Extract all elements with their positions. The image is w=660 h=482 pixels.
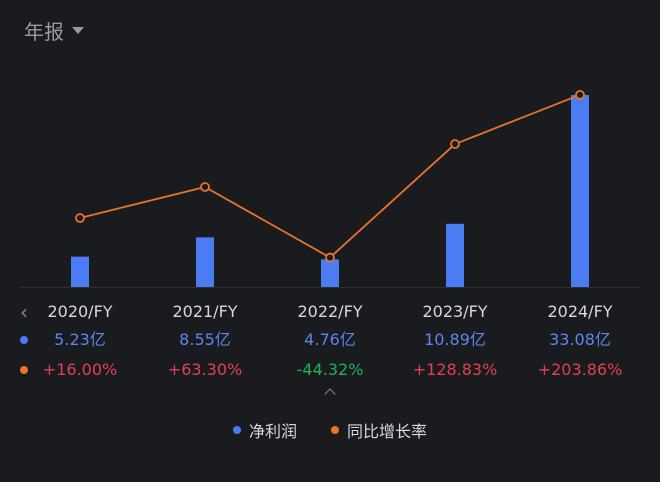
net-profit-bar [321,259,339,287]
net-profit-bar [71,256,89,287]
legend-dot-net-profit [232,426,241,434]
yoy-growth-row: +16.00% +63.30% -44.32% +128.83% +203.86… [0,356,660,384]
yoy-growth-point [575,89,585,100]
yoy-growth-point [450,139,460,149]
net-profit-value: 10.89亿 [424,330,486,349]
net-profit-row-dot [20,336,28,344]
net-profit-row: 5.23亿 8.55亿 4.76亿 10.89亿 33.08亿 [0,326,660,354]
net-profit-value: 4.76亿 [304,330,356,349]
yoy-growth-line [79,94,581,259]
yoy-row-dot [20,366,28,374]
period-selector[interactable]: 年报 [24,16,84,45]
net-profit-value: 8.55亿 [179,330,231,349]
yoy-growth-value: +203.86% [537,360,623,379]
caret-down-icon [72,27,84,34]
chevron-left-icon[interactable]: ‹ [20,300,28,324]
year-label: 2022/FY [297,302,363,321]
period-label: 年报 [24,20,64,44]
profit-chart [20,89,640,288]
yoy-growth-value: +128.83% [412,360,498,379]
yoy-growth-point [200,182,210,192]
net-profit-bar [196,237,214,287]
year-label: 2021/FY [172,302,238,321]
yoy-growth-point [75,213,85,223]
legend-label-net-profit: 净利润 [248,422,297,441]
year-label: 2023/FY [422,302,488,321]
yoy-growth-point [325,252,335,263]
net-profit-bar [571,95,589,287]
yoy-growth-value: +16.00% [42,360,118,379]
net-profit-value: 33.08亿 [549,330,611,349]
legend: 净利润 同比增长率 [0,418,660,442]
net-profit-value: 5.23亿 [54,330,106,349]
chevron-up-icon[interactable] [322,384,338,400]
year-label: 2020/FY [47,302,113,321]
year-label: 2024/FY [547,302,613,321]
legend-dot-yoy-growth [331,426,339,434]
legend-label-yoy-growth: 同比增长率 [347,422,428,441]
legend-item-yoy-growth[interactable]: 同比增长率 [331,418,427,442]
legend-item-net-profit[interactable]: 净利润 [232,418,297,442]
yoy-growth-value: +63.30% [167,360,243,379]
year-row: 2020/FY 2021/FY 2022/FY 2023/FY 2024/FY [0,298,660,326]
yoy-growth-value: -44.32% [296,360,364,379]
net-profit-bar [446,223,464,287]
